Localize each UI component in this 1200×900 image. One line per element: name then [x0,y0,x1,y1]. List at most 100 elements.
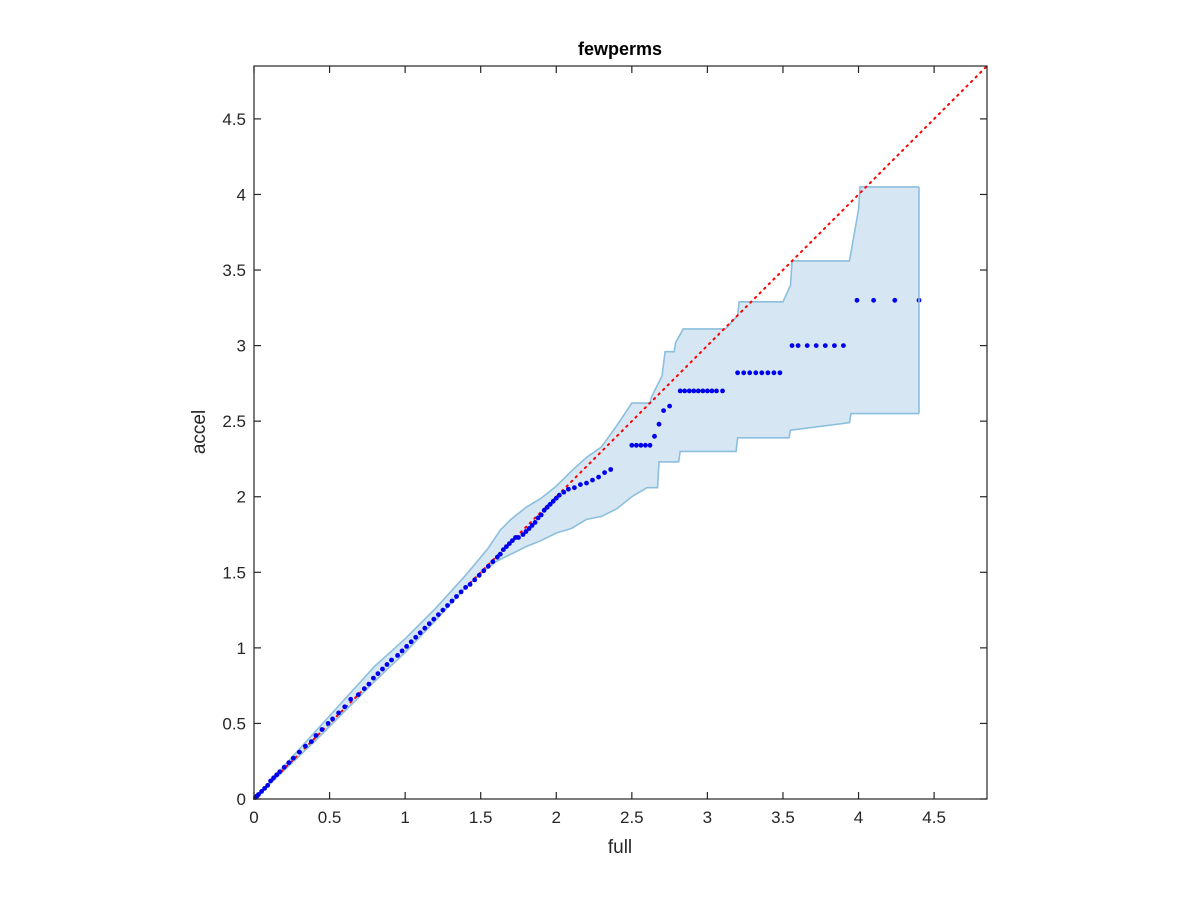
data-point [485,563,491,569]
x-tick-label: 0.5 [318,808,342,827]
y-tick-label: 0 [237,790,246,809]
data-point [892,297,898,303]
data-point [309,739,314,744]
x-tick-label: 1.5 [469,808,493,827]
data-point [271,775,276,781]
data-point [277,769,283,775]
data-point [501,547,506,552]
data-point [274,772,280,778]
data-point [361,686,367,692]
data-point [700,388,706,394]
y-tick-label: 2 [237,488,246,507]
data-point [572,485,577,491]
data-point [494,554,500,560]
data-point [497,551,503,557]
y-tick-label: 3.5 [222,261,246,280]
data-point [854,297,860,303]
data-point [566,486,571,492]
data-point [686,388,692,394]
data-point [638,442,644,448]
x-tick-label: 4.5 [922,808,946,827]
data-point [319,727,325,732]
y-tick-label: 2.5 [222,412,246,431]
data-point [454,594,459,599]
data-point [348,696,354,702]
data-point [262,786,267,791]
data-point [661,408,666,413]
x-axis-ticks: 0 0.5 1 1.5 2 2.5 3 3.5 4 4.5 [249,66,946,827]
data-point [629,442,635,448]
x-tick-label: 1 [400,808,409,827]
data-point [789,343,795,348]
data-point [556,492,562,498]
data-point [871,297,876,303]
y-tick-label: 1.5 [222,563,246,582]
data-point [510,538,515,543]
data-point [596,474,601,480]
data-point [538,512,544,518]
data-point [535,515,541,521]
data-point [440,607,446,613]
data-point [296,749,302,755]
reference-line [253,65,988,800]
data-point [541,507,547,513]
data-point [578,482,583,487]
data-point [449,598,455,604]
data-point [795,343,801,348]
data-point [720,388,725,394]
data-point [384,662,390,667]
x-tick-label: 3 [703,808,712,827]
data-point [741,370,747,376]
data-point [445,603,450,608]
data-point [523,529,529,534]
data-point [547,501,553,507]
data-point [395,653,400,658]
data-point [426,621,432,627]
data-point [520,532,526,537]
y-tick-label: 3 [237,337,246,356]
data-point [526,526,532,531]
data-point [832,343,837,348]
data-point [371,675,376,681]
data-point [705,388,710,394]
y-tick-label: 4 [237,185,246,204]
y-tick-label: 0.5 [222,714,246,733]
data-point [389,657,394,663]
data-point [380,666,385,672]
data-point [735,370,740,376]
data-point [634,442,639,448]
x-tick-label: 0 [249,808,258,827]
data-point [417,630,423,636]
confidence-band-upper-edge [253,186,919,800]
data-point [476,572,482,578]
data-point [472,577,478,583]
data-point [590,477,595,483]
data-point [290,755,296,761]
data-point [330,716,335,722]
x-tick-label: 4 [854,808,863,827]
data-point [516,535,521,540]
data-point [714,388,719,394]
data-point [777,370,783,376]
data-point [342,704,348,710]
data-point [265,783,270,788]
data-point [602,470,607,475]
data-point [507,541,512,546]
data-point [709,388,715,394]
data-point [553,495,559,501]
y-axis-label: accel [189,410,210,454]
data-point [399,648,405,654]
data-point [256,792,261,797]
data-point [608,467,614,472]
data-point [303,743,308,749]
data-point [584,480,589,486]
x-tick-label: 2.5 [620,808,644,827]
data-point [490,559,496,565]
x-tick-label: 3.5 [771,808,795,827]
data-point [336,710,341,716]
data-point [504,544,509,549]
data-point [268,778,273,784]
data-point [286,760,292,766]
data-point [481,568,487,574]
